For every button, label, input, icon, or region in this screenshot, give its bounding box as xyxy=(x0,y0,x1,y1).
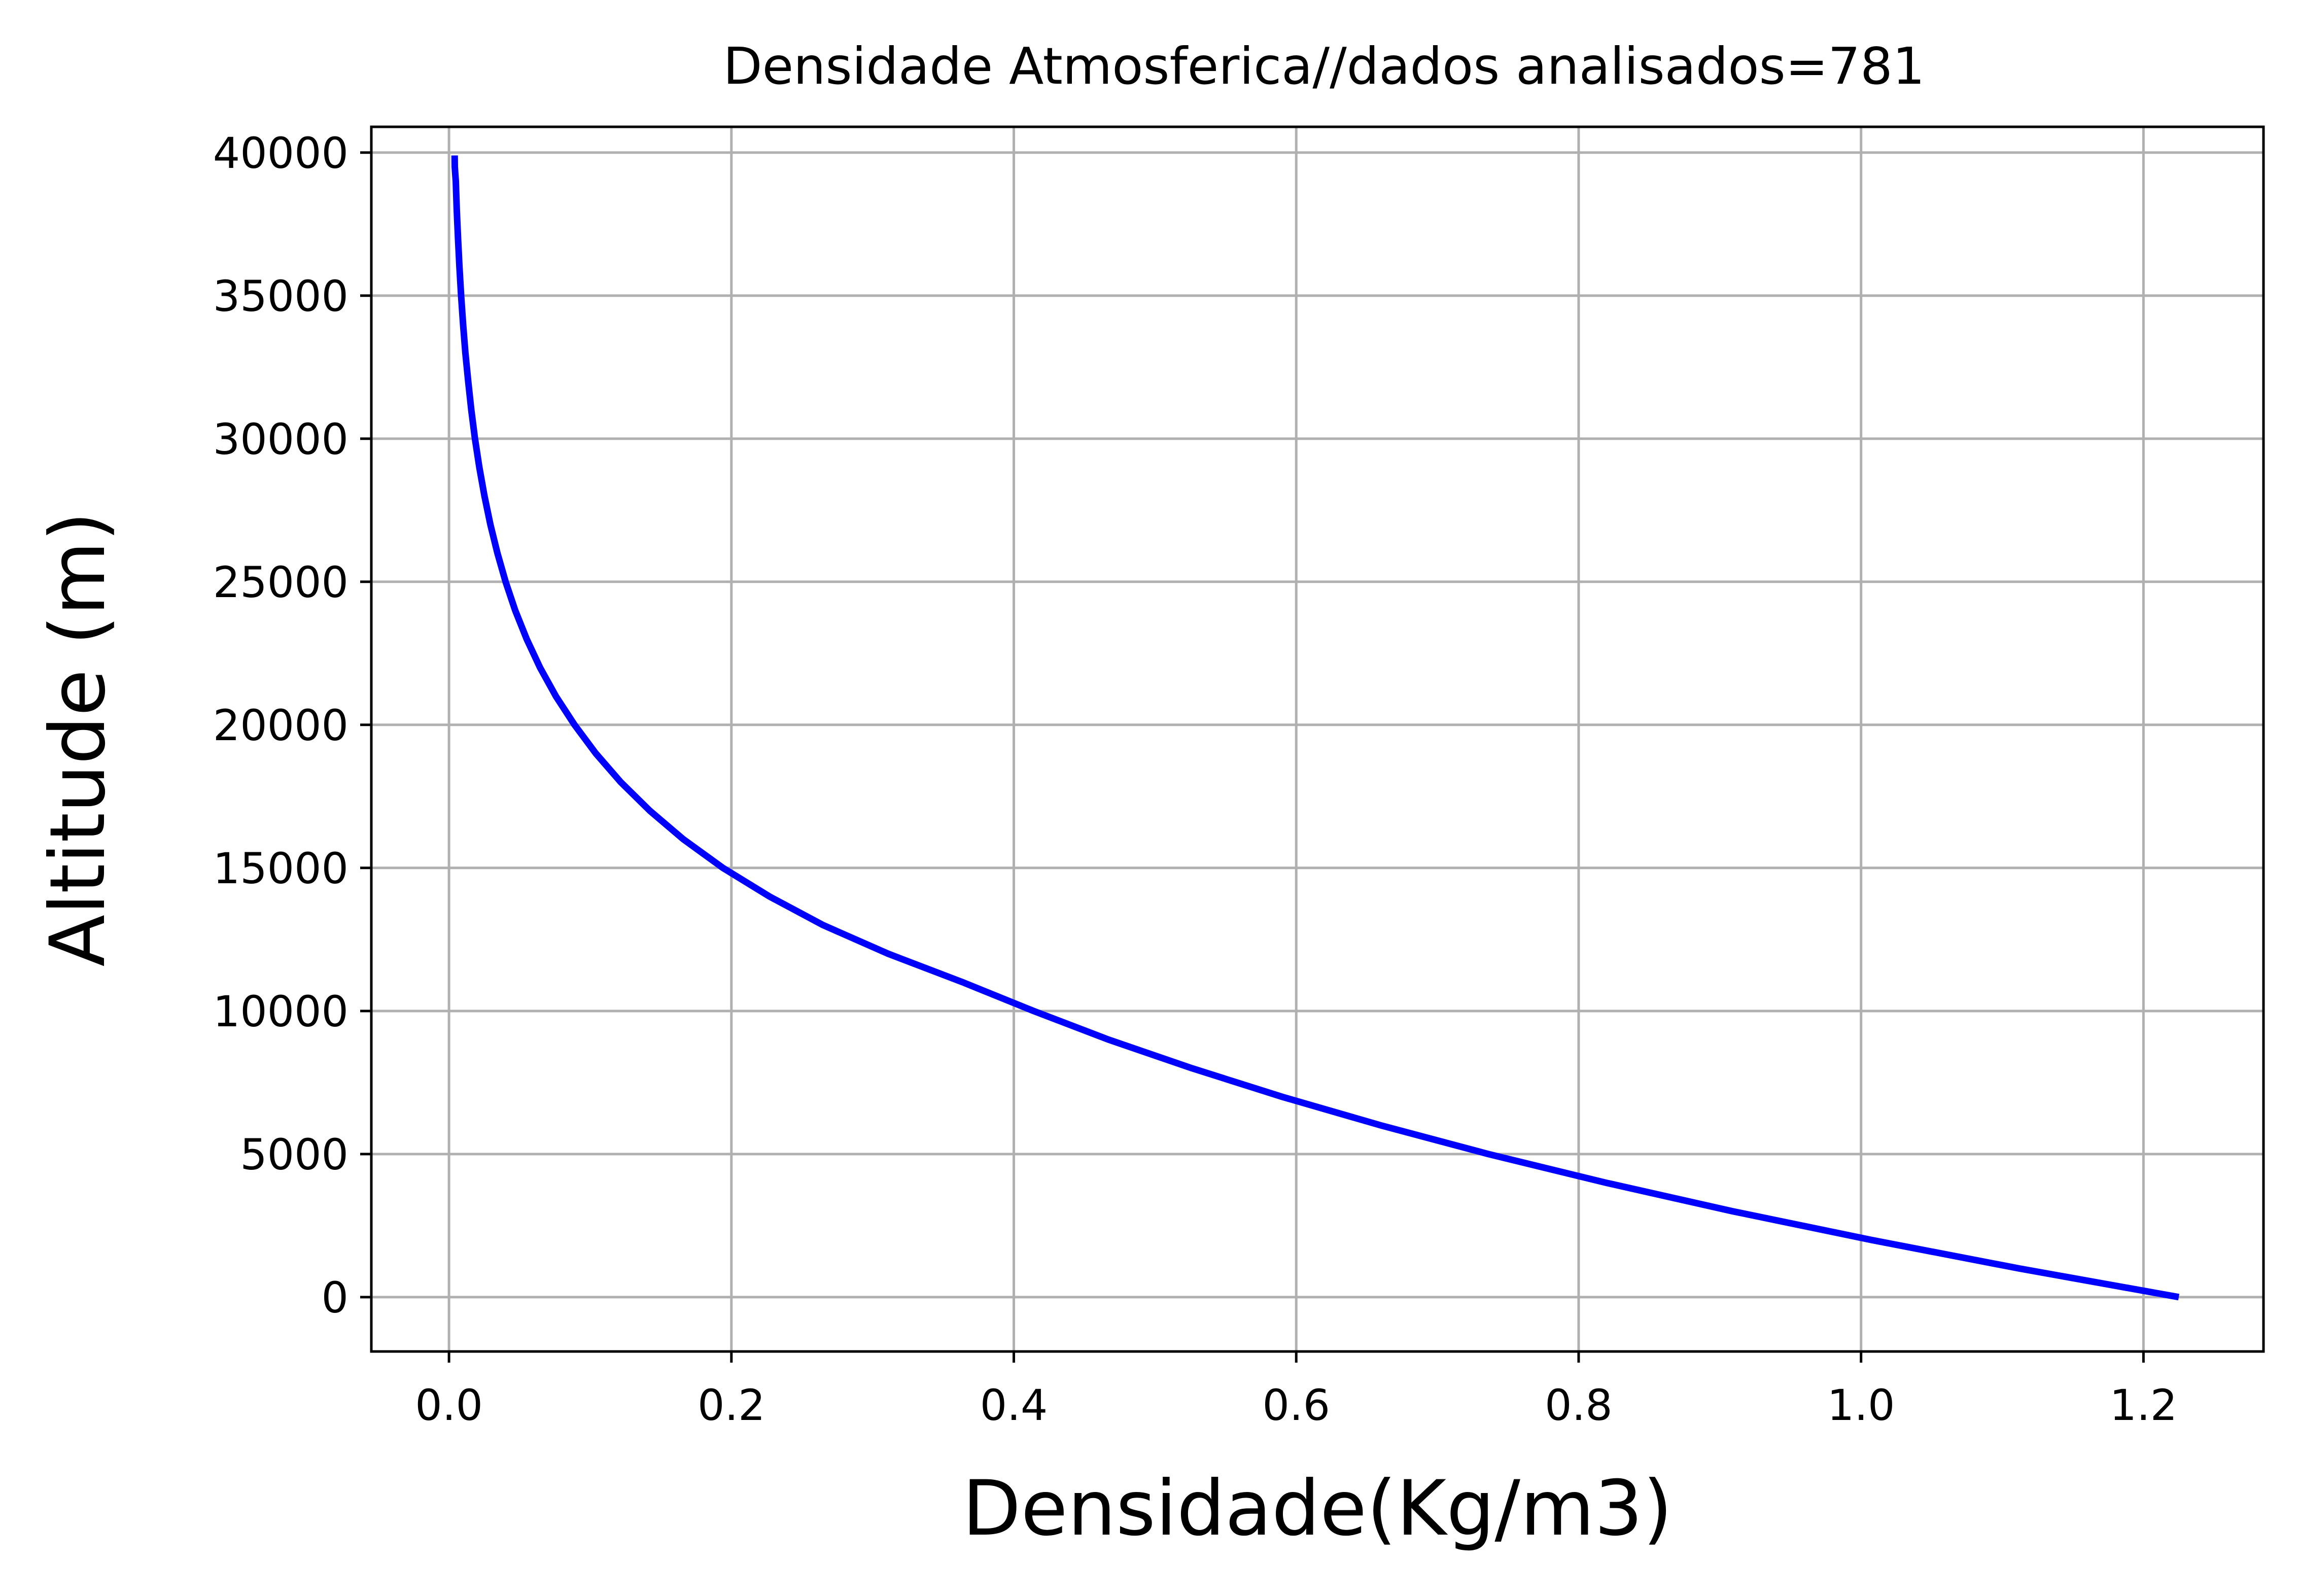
x-tick-label: 0.0 xyxy=(415,1380,483,1430)
x-tick-label: 1.2 xyxy=(2110,1380,2178,1430)
y-tick-label: 15000 xyxy=(213,844,349,893)
ticks-layer: 0.0 0.2 0.4 0.6 0.8 1.0 1.2 0 5000 10000 15000 2000… xyxy=(213,128,2177,1430)
x-axis-label: Densidade(Kg/m3) xyxy=(962,1465,1673,1553)
x-tick-label: 0.4 xyxy=(980,1380,1048,1430)
x-tick-label: 1.0 xyxy=(1827,1380,1895,1430)
grid-lines xyxy=(371,127,2263,1351)
density-line xyxy=(451,155,2180,1301)
chart-title: Densidade Atmosferica//dados analisados=… xyxy=(723,37,1925,96)
y-tick-label: 0 xyxy=(322,1273,349,1323)
y-tick-label: 10000 xyxy=(213,987,349,1036)
y-tick-label: 40000 xyxy=(213,128,349,178)
x-tick-label: 0.2 xyxy=(698,1380,765,1430)
y-tick-label: 20000 xyxy=(213,701,349,750)
y-axis-label: Altitude (m) xyxy=(34,512,122,967)
y-tick-label: 30000 xyxy=(213,414,349,464)
y-tick-label: 35000 xyxy=(213,271,349,321)
x-tick-label: 0.8 xyxy=(1545,1380,1613,1430)
y-tick-label: 25000 xyxy=(213,558,349,607)
plot-frame xyxy=(370,125,2265,1353)
series-layer xyxy=(451,155,2180,1301)
y-tick-label: 5000 xyxy=(240,1130,349,1179)
x-tick-label: 0.6 xyxy=(1262,1380,1330,1430)
